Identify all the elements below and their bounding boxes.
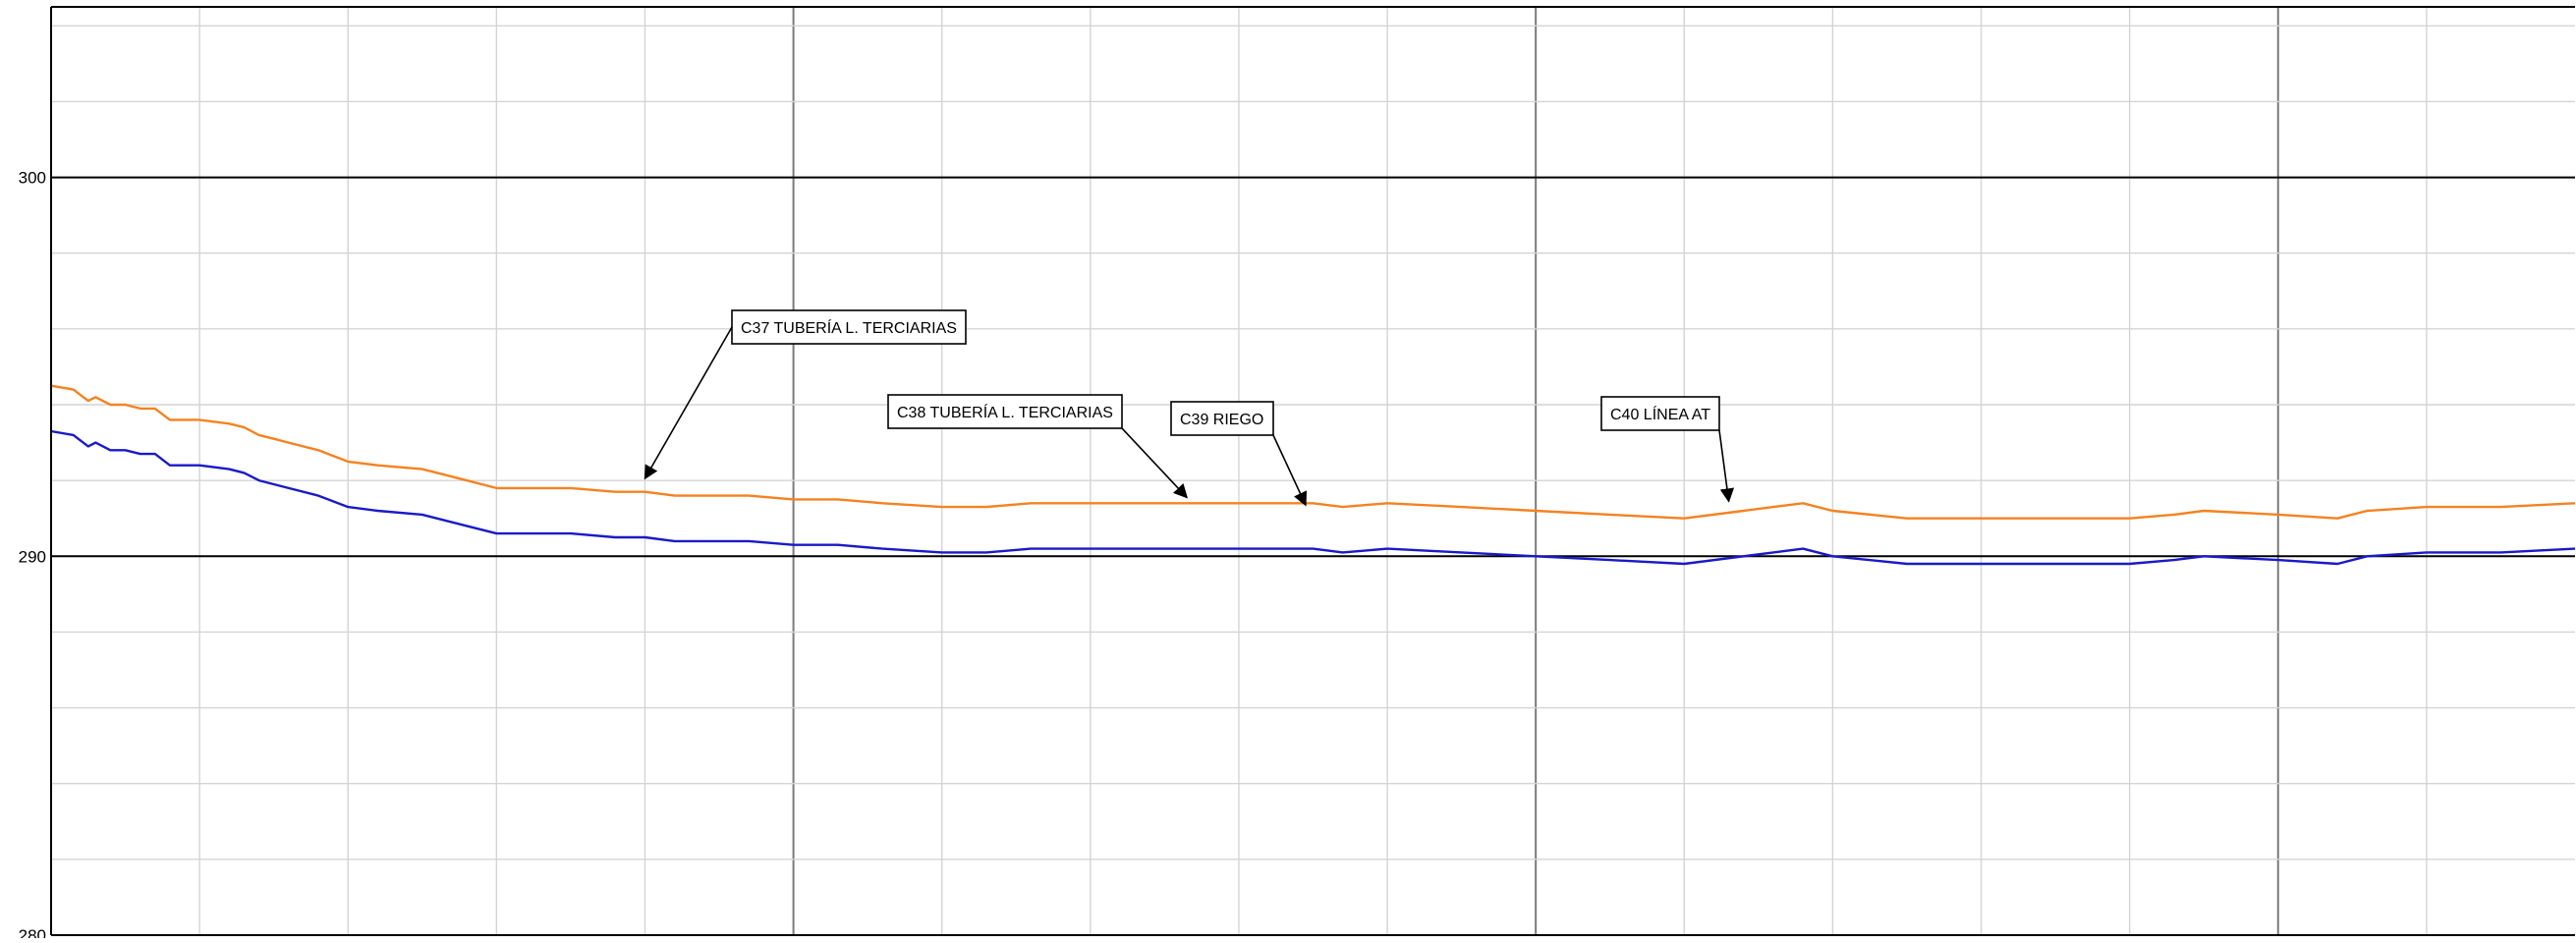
annotation-callout: C38 TUBERÍA L. TERCIARIAS [887,394,1189,499]
series-line-blue [50,429,2576,566]
annotation-layer: C37 TUBERÍA L. TERCIARIAS C38 TUBERÍA L. … [644,309,1735,507]
grid-layer [51,7,2575,936]
annotation-callout: C40 LÍNEA AT [1600,396,1735,503]
annotation-label: C37 TUBERÍA L. TERCIARIAS [741,318,957,337]
plot-background [51,7,2576,935]
annotation-box [1170,401,1274,436]
y-tick-label: 290 [19,547,46,566]
annotation-arrow [644,326,733,480]
annotation-label: C38 TUBERÍA L. TERCIARIAS [897,403,1113,421]
axis-layer: 280 290 300 [19,6,2575,943]
annotation-arrow [1718,429,1735,503]
series-layer [50,384,2576,566]
annotation-arrow [1272,434,1308,507]
annotation-callout: C37 TUBERÍA L. TERCIARIAS [644,309,967,480]
y-tick-label: 280 [19,926,46,938]
series-line-orange [50,384,2576,520]
annotation-box [887,394,1123,429]
annotation-callout: C39 RIEGO [1170,401,1308,507]
annotation-arrow [1121,427,1189,499]
annotation-label: C39 RIEGO [1180,412,1263,428]
annotation-box [1600,396,1720,431]
annotation-label: C40 LÍNEA AT [1610,405,1710,423]
y-tick-label: 300 [19,169,46,188]
